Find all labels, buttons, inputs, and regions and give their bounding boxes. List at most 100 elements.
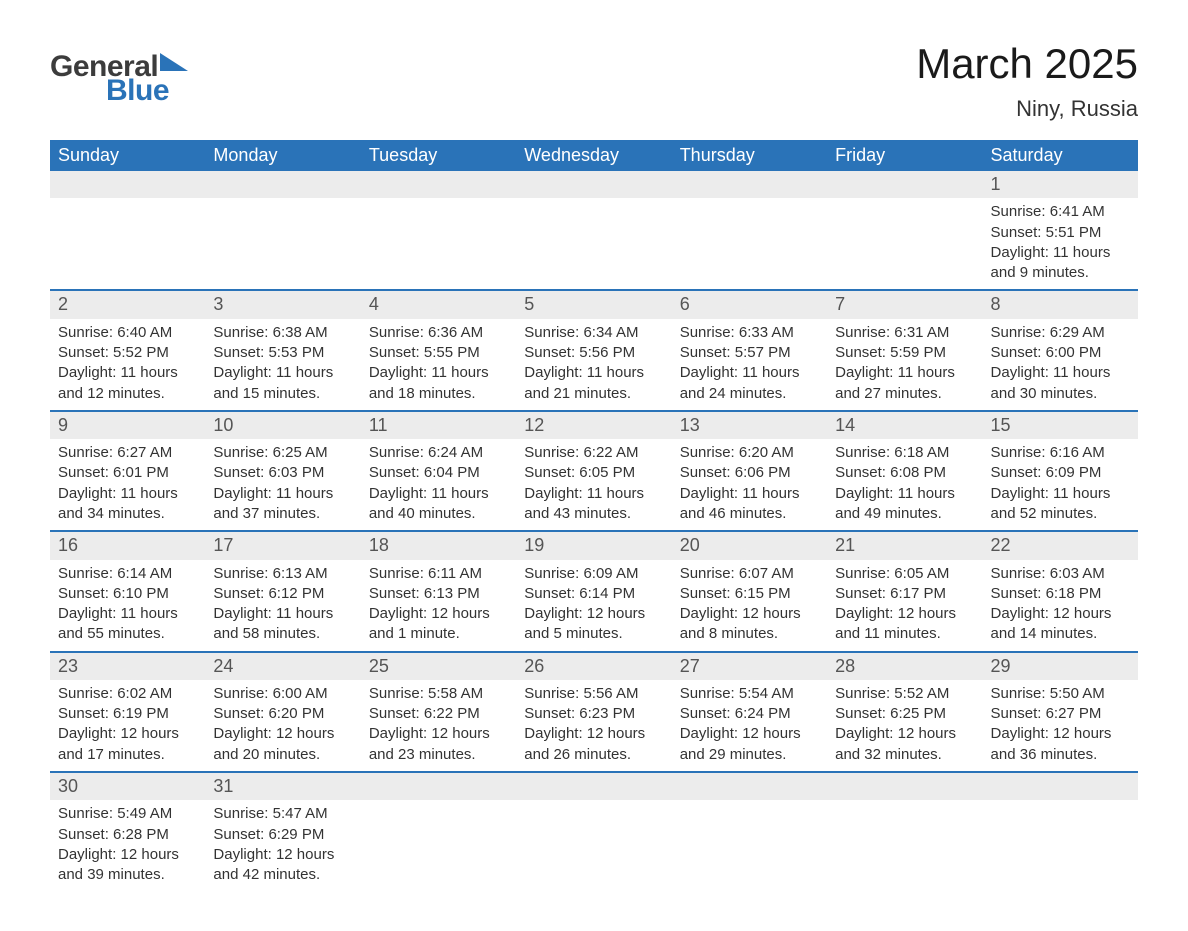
sunset-line: Sunset: 6:12 PM xyxy=(213,584,352,604)
day-body: Sunrise: 5:47 AMSunset: 6:29 PMDaylight:… xyxy=(205,800,360,891)
calendar-cell: 7Sunrise: 6:31 AMSunset: 5:59 PMDaylight… xyxy=(827,290,982,410)
calendar-cell xyxy=(983,772,1138,891)
calendar-week-row: 9Sunrise: 6:27 AMSunset: 6:01 PMDaylight… xyxy=(50,411,1138,531)
day-number xyxy=(672,171,827,198)
sunrise-line: Sunrise: 5:50 AM xyxy=(991,684,1130,704)
daylight-line: Daylight: 11 hours and 34 minutes. xyxy=(58,484,197,525)
daylight-line: Daylight: 11 hours and 30 minutes. xyxy=(991,363,1130,404)
sunset-line: Sunset: 6:08 PM xyxy=(835,463,974,483)
day-number: 5 xyxy=(516,291,671,318)
daylight-line: Daylight: 11 hours and 58 minutes. xyxy=(213,604,352,645)
calendar-cell: 16Sunrise: 6:14 AMSunset: 6:10 PMDayligh… xyxy=(50,531,205,651)
sunrise-line: Sunrise: 6:41 AM xyxy=(991,202,1130,222)
day-number: 27 xyxy=(672,653,827,680)
calendar-cell xyxy=(205,171,360,290)
sunrise-line: Sunrise: 6:16 AM xyxy=(991,443,1130,463)
sunrise-line: Sunrise: 6:02 AM xyxy=(58,684,197,704)
calendar-cell: 21Sunrise: 6:05 AMSunset: 6:17 PMDayligh… xyxy=(827,531,982,651)
day-body: Sunrise: 5:49 AMSunset: 6:28 PMDaylight:… xyxy=(50,800,205,891)
sunset-line: Sunset: 6:01 PM xyxy=(58,463,197,483)
daylight-line: Daylight: 12 hours and 26 minutes. xyxy=(524,724,663,765)
sunset-line: Sunset: 6:14 PM xyxy=(524,584,663,604)
day-body: Sunrise: 6:14 AMSunset: 6:10 PMDaylight:… xyxy=(50,560,205,651)
daylight-line: Daylight: 11 hours and 18 minutes. xyxy=(369,363,508,404)
calendar-cell: 14Sunrise: 6:18 AMSunset: 6:08 PMDayligh… xyxy=(827,411,982,531)
sunset-line: Sunset: 6:17 PM xyxy=(835,584,974,604)
sunset-line: Sunset: 6:20 PM xyxy=(213,704,352,724)
day-number: 6 xyxy=(672,291,827,318)
calendar-cell: 19 Sunrise: 6:09 AMSunset: 6:14 PMDayligh… xyxy=(516,531,671,651)
day-number: 13 xyxy=(672,412,827,439)
calendar-cell xyxy=(827,171,982,290)
day-number xyxy=(361,171,516,198)
day-body xyxy=(983,800,1138,810)
calendar-week-row: 1Sunrise: 6:41 AMSunset: 5:51 PMDaylight… xyxy=(50,171,1138,290)
day-number: 15 xyxy=(983,412,1138,439)
day-body: Sunrise: 6:18 AMSunset: 6:08 PMDaylight:… xyxy=(827,439,982,530)
calendar-header-row: SundayMondayTuesdayWednesdayThursdayFrid… xyxy=(50,140,1138,171)
day-number xyxy=(827,773,982,800)
day-body: Sunrise: 5:54 AMSunset: 6:24 PMDaylight:… xyxy=(672,680,827,771)
sunrise-line: Sunrise: 6:13 AM xyxy=(213,564,352,584)
daylight-line: Daylight: 12 hours and 23 minutes. xyxy=(369,724,508,765)
daylight-line: Daylight: 12 hours and 5 minutes. xyxy=(524,604,663,645)
sunset-line: Sunset: 6:28 PM xyxy=(58,825,197,845)
daylight-line: Daylight: 12 hours and 32 minutes. xyxy=(835,724,974,765)
logo-text-blue: Blue xyxy=(106,74,188,108)
day-header: Saturday xyxy=(983,140,1138,171)
day-number: 19 xyxy=(516,532,671,559)
day-body: Sunrise: 6:27 AMSunset: 6:01 PMDaylight:… xyxy=(50,439,205,530)
day-body: Sunrise: 6:40 AMSunset: 5:52 PMDaylight:… xyxy=(50,319,205,410)
day-number xyxy=(205,171,360,198)
sunset-line: Sunset: 6:18 PM xyxy=(991,584,1130,604)
sunset-line: Sunset: 6:23 PM xyxy=(524,704,663,724)
day-number: 10 xyxy=(205,412,360,439)
day-number xyxy=(827,171,982,198)
sunrise-line: Sunrise: 6:33 AM xyxy=(680,323,819,343)
sunrise-line: Sunrise: 6:18 AM xyxy=(835,443,974,463)
day-number: 29 xyxy=(983,653,1138,680)
day-body: Sunrise: 6:38 AMSunset: 5:53 PMDaylight:… xyxy=(205,319,360,410)
day-number: 21 xyxy=(827,532,982,559)
sunrise-line: Sunrise: 5:56 AM xyxy=(524,684,663,704)
calendar-cell: 6Sunrise: 6:33 AMSunset: 5:57 PMDaylight… xyxy=(672,290,827,410)
day-body: Sunrise: 6:11 AMSunset: 6:13 PMDaylight:… xyxy=(361,560,516,651)
sunset-line: Sunset: 5:51 PM xyxy=(991,223,1130,243)
calendar-week-row: 30Sunrise: 5:49 AMSunset: 6:28 PMDayligh… xyxy=(50,772,1138,891)
day-body: Sunrise: 6:16 AMSunset: 6:09 PMDaylight:… xyxy=(983,439,1138,530)
calendar-week-row: 16Sunrise: 6:14 AMSunset: 6:10 PMDayligh… xyxy=(50,531,1138,651)
calendar-cell xyxy=(361,171,516,290)
calendar-cell: 12Sunrise: 6:22 AMSunset: 6:05 PMDayligh… xyxy=(516,411,671,531)
calendar-cell: 18Sunrise: 6:11 AMSunset: 6:13 PMDayligh… xyxy=(361,531,516,651)
sunrise-line: Sunrise: 6:40 AM xyxy=(58,323,197,343)
sunset-line: Sunset: 6:24 PM xyxy=(680,704,819,724)
calendar-week-row: 23Sunrise: 6:02 AMSunset: 6:19 PMDayligh… xyxy=(50,652,1138,772)
day-body: Sunrise: 6:29 AMSunset: 6:00 PMDaylight:… xyxy=(983,319,1138,410)
daylight-line: Daylight: 12 hours and 17 minutes. xyxy=(58,724,197,765)
daylight-line: Daylight: 11 hours and 46 minutes. xyxy=(680,484,819,525)
calendar-cell: 3Sunrise: 6:38 AMSunset: 5:53 PMDaylight… xyxy=(205,290,360,410)
day-body: Sunrise: 6:33 AMSunset: 5:57 PMDaylight:… xyxy=(672,319,827,410)
sunrise-line: Sunrise: 6:14 AM xyxy=(58,564,197,584)
sunrise-line: Sunrise: 6:29 AM xyxy=(991,323,1130,343)
day-body xyxy=(827,800,982,810)
day-body: Sunrise: 5:56 AMSunset: 6:23 PMDaylight:… xyxy=(516,680,671,771)
daylight-line: Daylight: 12 hours and 8 minutes. xyxy=(680,604,819,645)
sunset-line: Sunset: 6:06 PM xyxy=(680,463,819,483)
sunset-line: Sunset: 5:59 PM xyxy=(835,343,974,363)
sunrise-line: Sunrise: 6:34 AM xyxy=(524,323,663,343)
day-body xyxy=(50,198,205,208)
sunrise-line: Sunrise: 6:38 AM xyxy=(213,323,352,343)
day-body xyxy=(827,198,982,208)
calendar-cell: 27Sunrise: 5:54 AMSunset: 6:24 PMDayligh… xyxy=(672,652,827,772)
page-title: March 2025 xyxy=(916,40,1138,88)
sunrise-line: Sunrise: 5:52 AM xyxy=(835,684,974,704)
day-body xyxy=(672,198,827,208)
day-body: Sunrise: 5:50 AMSunset: 6:27 PMDaylight:… xyxy=(983,680,1138,771)
logo: General Blue xyxy=(50,50,188,108)
sunrise-line: Sunrise: 6:27 AM xyxy=(58,443,197,463)
sunrise-line: Sunrise: 6:31 AM xyxy=(835,323,974,343)
day-body: Sunrise: 6:22 AMSunset: 6:05 PMDaylight:… xyxy=(516,439,671,530)
sunrise-line: Sunrise: 6:09 AM xyxy=(524,564,663,584)
sunrise-line: Sunrise: 6:00 AM xyxy=(213,684,352,704)
